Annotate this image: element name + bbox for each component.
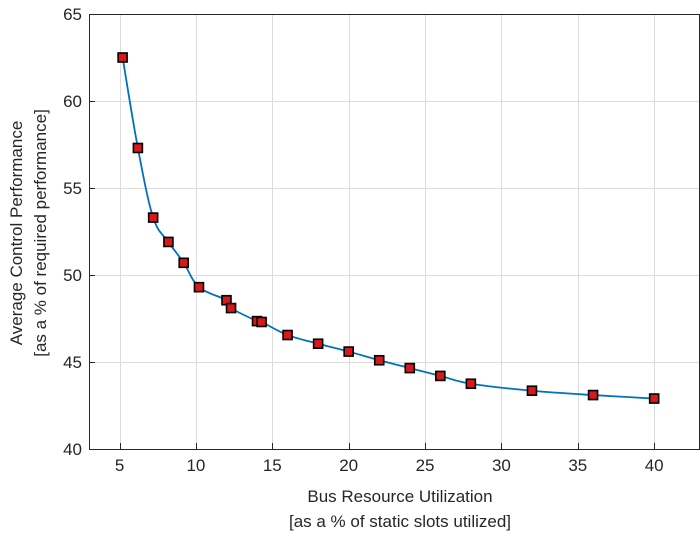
y-tick-label-0: 40 [63,440,82,459]
data-point-10 [282,329,293,341]
x-axis-label-line-2: [as a % of static slots utilized] [289,512,511,531]
x-axis-label-line-1: Bus Resource Utilization [307,487,492,506]
data-point-17 [526,385,538,397]
data-point-11 [312,338,324,350]
y-tick-label-5: 65 [63,5,82,24]
x-tick-label-4: 25 [416,456,435,475]
data-point-16 [465,378,477,390]
data-point-3 [163,236,174,248]
data-point-12 [343,346,354,357]
data-point-0 [117,52,128,63]
data-point-19 [648,393,660,404]
data-point-15 [435,370,446,382]
data-point-9 [256,316,267,328]
y-tick-label-2: 50 [63,266,82,285]
data-point-4 [178,257,190,269]
x-tick-label-2: 15 [263,456,282,475]
data-point-2 [147,212,159,223]
y-tick-label-3: 55 [63,179,82,198]
x-tick-label-0: 5 [115,456,124,475]
data-series [117,52,660,404]
x-tick-label-6: 35 [568,456,587,475]
y-tick-label-4: 60 [63,92,82,111]
data-point-14 [404,362,416,374]
x-tick-label-3: 20 [339,456,358,475]
data-point-5 [193,281,205,293]
data-point-18 [587,389,599,401]
y-axis-label-line-1: Average Control Performance [7,121,26,346]
data-point-13 [373,354,385,366]
x-tick-label-5: 30 [492,456,511,475]
x-tick-label-7: 40 [645,456,664,475]
data-point-7 [225,302,237,314]
data-point-1 [132,142,144,154]
x-tick-label-1: 10 [186,456,205,475]
axis-ticks: 5 10 15 20 25 30 35 40 40 45 50 55 60 65 [63,5,664,475]
y-tick-label-1: 45 [63,353,82,372]
y-axis-label-line-2: [as a % of required performance] [31,109,50,357]
